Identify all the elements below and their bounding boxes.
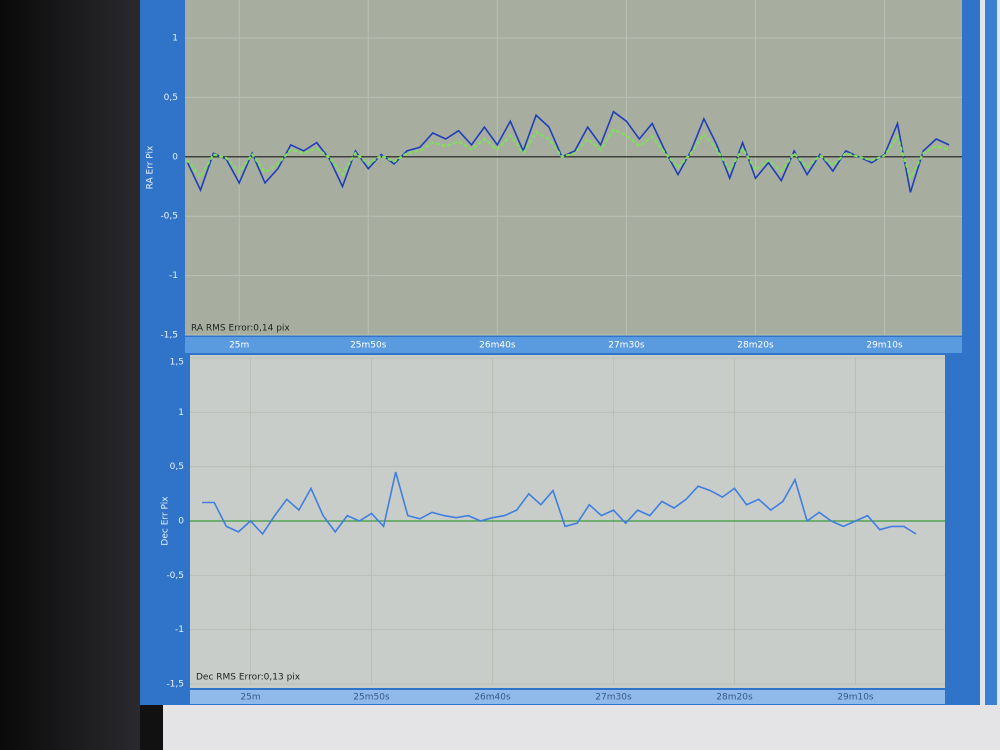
y-tick-label: 1 [178,408,184,418]
y-tick-label: -1 [169,271,178,281]
x-tick-label: 26m40s [474,693,511,703]
y-tick-label: 0 [172,152,178,162]
y-tick-label: 0 [178,517,184,527]
x-tick-label: 25m50s [353,693,390,703]
bezel [0,0,140,750]
y-tick-label: -0,5 [160,212,178,222]
x-tick-label: 29m10s [837,693,874,703]
bottom-area [163,705,1000,750]
rms-annotation: RA RMS Error:0,14 pix [191,324,290,334]
y-tick-label: -1 [175,625,184,635]
y-tick-label: -0,5 [166,571,184,581]
x-tick-label: 27m30s [595,693,632,703]
y-tick-label: 1 [172,34,178,44]
x-tick-label: 25m [229,341,249,351]
x-tick-label: 28m20s [737,341,774,351]
side-strip [985,0,997,705]
y-tick-label: -1,5 [166,680,184,690]
x-tick-label: 27m30s [608,341,645,351]
y-tick-label: 1,5 [170,358,184,368]
y-axis-label: Dec Err Pix [161,496,171,546]
series-line [186,128,951,182]
y-tick-label: 0,5 [164,93,178,103]
series-line [202,471,917,536]
y-axis-label: RA Err Pix [146,145,156,189]
x-tick-label: 25m50s [350,341,387,351]
x-tick-label: 28m20s [716,693,753,703]
x-axis-bar [190,690,945,704]
x-axis-bar [185,337,962,353]
y-tick-label: 0,5 [170,462,184,472]
x-tick-label: 25m [240,693,260,703]
x-tick-label: 26m40s [479,341,516,351]
rms-annotation: Dec RMS Error:0,13 pix [196,673,301,683]
plot-background [185,0,962,335]
y-tick-label: -1,5 [160,331,178,341]
x-tick-label: 29m10s [866,341,903,351]
charts: 1 0,5 0 -0,5 -1 -1,5 25m 25m50s 26m40s 27m30s 28m2… [146,0,962,703]
